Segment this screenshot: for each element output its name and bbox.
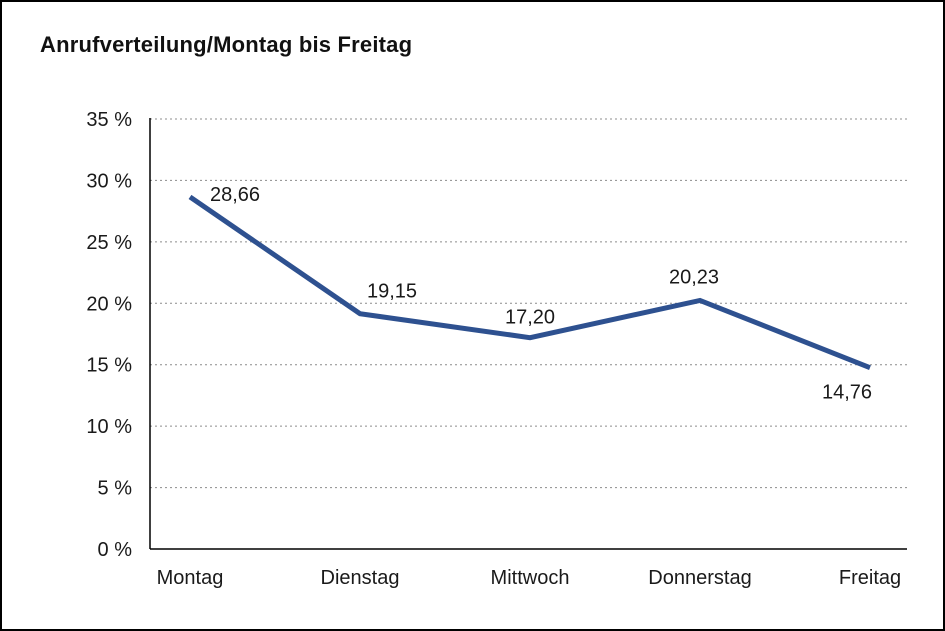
data-line — [188, 194, 871, 370]
y-tick-label: 20 % — [86, 293, 132, 315]
chart-title: Anrufverteilung/Montag bis Freitag — [40, 32, 413, 57]
y-tick-label: 35 % — [86, 109, 132, 131]
y-tick-label: 5 % — [98, 478, 133, 500]
y-tick-label: 10 % — [86, 416, 132, 438]
data-label: 20,23 — [669, 266, 719, 288]
data-label: 28,66 — [210, 184, 260, 206]
x-axis-label: Montag — [157, 567, 224, 589]
data-label: 14,76 — [822, 382, 872, 404]
x-axis-label: Dienstag — [321, 567, 400, 589]
y-tick-label: 0 % — [98, 539, 133, 561]
y-tick-label: 15 % — [86, 355, 132, 377]
y-tick-label: 25 % — [86, 232, 132, 254]
x-axis-label: Donnerstag — [648, 567, 751, 589]
y-tick-label: 30 % — [86, 170, 132, 192]
data-label: 17,20 — [505, 307, 555, 329]
x-axis-label: Freitag — [839, 567, 901, 589]
data-label: 19,15 — [367, 281, 417, 303]
x-axis-label: Mittwoch — [491, 567, 570, 589]
